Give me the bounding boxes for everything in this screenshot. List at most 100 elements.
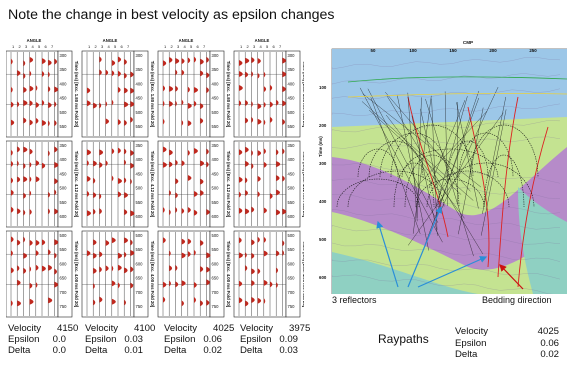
wiggle-peak [194,209,198,216]
wiggle-peak [29,282,33,289]
time-axis-label: Time (ms) [Exc. 1.80 ms Fold 20] [226,61,231,128]
wiggle-peak [276,175,280,182]
raypath-arc [401,148,499,178]
wiggle-peak [11,86,13,93]
ray-line [367,88,439,223]
wiggle-peak [187,120,192,127]
wiggle-peak [111,175,114,182]
time-axis-strip [285,230,301,318]
wiggle-peak [175,85,178,92]
wiggle-peak [130,71,134,78]
time-tick-label: 300 [136,53,144,58]
wiggle-peak [111,298,116,305]
wiggle-peak [118,282,120,289]
wiggle-peak [42,70,45,77]
delta-label: Delta [85,345,108,357]
wiggle-peak [251,296,255,303]
horizon-line [331,225,561,245]
wiggle-peak [17,146,20,153]
wiggle-peak [251,239,255,246]
wiggle-peak [29,100,33,107]
wiggle-peak [29,190,32,197]
reflector-arrow [417,256,488,288]
bedding-arrow [499,264,524,290]
wiggle-peak [251,57,255,64]
wiggle-peak [181,252,186,259]
wiggle-peak [130,116,133,123]
wiggle-peak [194,297,196,304]
time-tick-label: 600 [136,261,144,266]
wiggle-peak [257,150,262,157]
wiggle-peak [11,177,14,184]
epsilon-label: Epsilon [455,337,487,349]
wiggle-peak [169,57,173,64]
angle-header: ANGLE [27,38,42,43]
time-tick-label: 500 [60,186,68,191]
time-tick-label: 550 [60,124,68,129]
horizon-line [331,136,561,149]
wiggle-peak [11,160,14,167]
wiggle-peak [48,208,50,215]
wiggle-peak [124,192,128,199]
time-tick-label: 450 [60,171,68,176]
wiggle-peak [23,117,27,124]
time-tick-label: 550 [288,200,296,205]
delta-value: 0.01 [124,345,143,357]
ray-line [412,95,432,234]
wiggle-peak [11,119,15,126]
time-tick-label: 700 [288,290,296,295]
wiggle-peak [175,100,177,107]
ray-line [397,95,429,251]
wiggle-peak [87,87,91,94]
wiggle-peak [17,265,20,272]
delta-label: Delta [8,345,31,357]
wiggle-peak [194,87,199,94]
wiggle-peak [163,281,167,288]
angle-tick-label: 3 [177,44,180,49]
wiggle-peak [105,265,109,272]
gather-panel: 500 550 600 650 700 750 Time (ms) [Exc. 4.00 m… [233,230,304,318]
wiggle-peak [48,264,53,271]
time-axis-label: Time (ms) [Exc. 4.12 ms Fold 20] [226,151,231,218]
time-tick-label: 700 [60,290,68,295]
cmp-axis-label: CMP [463,40,473,45]
horizon-line [331,209,561,230]
ray-line [415,111,488,189]
wiggle-peak [206,56,209,63]
time-tick-label: 500 [136,186,144,191]
wiggle-peak [194,190,198,197]
time-tick-label: 400 [212,157,220,162]
wiggle-peak [130,87,134,94]
raypath-arc [336,178,420,208]
wiggle-peak [169,189,172,196]
wiggle-peak [29,176,32,183]
wiggle-peak [17,279,21,286]
wiggle-peak [194,249,196,256]
time-tick-label: 500 [288,186,296,191]
gather-panel: 300 350 400 450 500 550 Time (ms) [Exc. 1.80 m… [233,50,304,138]
ray-line [361,101,474,201]
wiggle-peak [282,100,286,107]
horizon-line [331,242,561,262]
horizon-line [331,274,561,296]
wiggle-peak [87,160,89,167]
time-axis-label: Time (ms) [Exc. 4.00 ms Fold 20] [150,241,155,308]
wiggle-peak [163,100,165,107]
wiggle-peak [11,206,14,213]
time-tick-label: 550 [136,247,144,252]
wiggle-peak [169,100,173,107]
wiggle-peak [54,58,58,65]
time-tick-label: 350 [212,67,220,72]
wiggle-peak [130,239,133,246]
wiggle-peak [169,280,171,287]
wiggle-peak [263,71,266,78]
wiggle-peak [48,120,50,127]
wiggle-peak [245,99,248,106]
ray-line [456,102,479,209]
time-tick-label: 750 [60,304,68,309]
wiggle-peak [169,161,173,168]
angle-tick-label: 7 [203,44,206,49]
time-tick-label: 500 [212,110,220,115]
wiggle-peak [263,279,268,286]
wiggle-peak [11,189,14,196]
